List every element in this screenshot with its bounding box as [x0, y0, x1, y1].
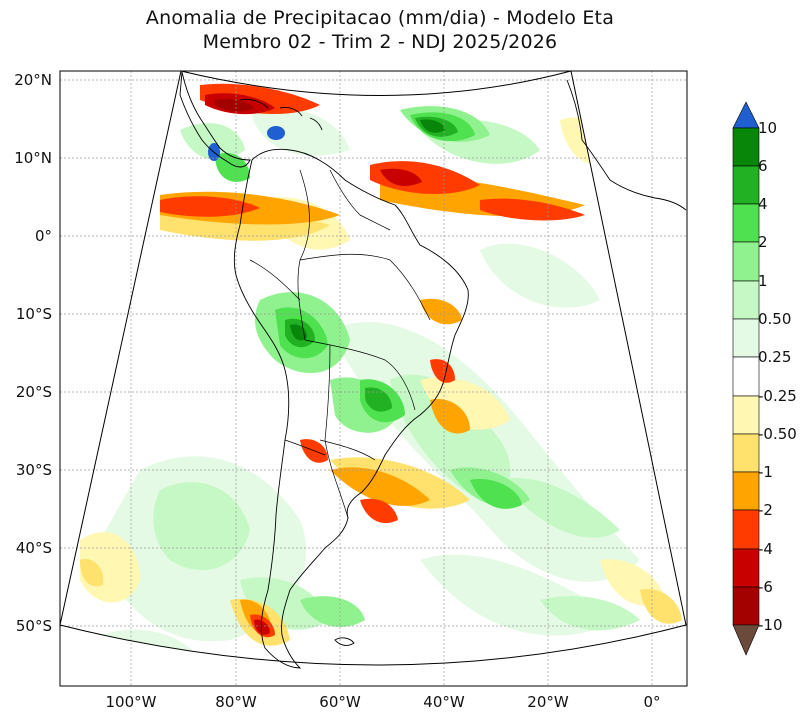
colorbar-tick-m10: -10 [758, 616, 783, 634]
colorbar-tick-m6: -6 [758, 578, 773, 596]
lat-tick-10n: 10°N [14, 149, 52, 167]
colorbar-bin-m1-m050 [732, 433, 760, 473]
colorbar-tick-10: 10 [758, 119, 778, 137]
lat-tick-10s: 10°S [15, 305, 52, 323]
lat-tick-40s: 40°S [15, 539, 52, 557]
south-america-coast [233, 148, 469, 669]
lat-tick-50s: 50°S [15, 617, 52, 635]
caribbean-islands [239, 99, 323, 131]
colorbar-tick-025: 0.25 [758, 348, 792, 366]
lon-tick-60w: 60°W [319, 693, 361, 711]
coastlines [179, 71, 687, 669]
colorbar [732, 101, 760, 656]
title-line-1: Anomalia de Precipitacao (mm/dia) - Mode… [145, 7, 615, 29]
colorbar-bin-2-4 [732, 203, 760, 243]
colorbar-bin-025-050 [732, 318, 760, 358]
lat-tick-20n: 20°N [14, 71, 52, 89]
colorbar-bin-050-1 [732, 280, 760, 320]
colorbar-bin-4-6 [732, 165, 760, 205]
falklands [334, 637, 355, 646]
colorbar-bin-1-2 [732, 241, 760, 282]
africa-coast [566, 79, 687, 211]
domain-outline [59, 70, 687, 666]
colorbar-bin-m4-m2 [732, 509, 760, 550]
colorbar-bin-neutral [732, 356, 760, 397]
colorbar-tick-1: 1 [758, 272, 768, 290]
graticule [60, 71, 687, 686]
country-borders [249, 169, 431, 519]
colorbar-tick-m2: -2 [758, 501, 773, 519]
title-line-2: Membro 02 - Trim 2 - NDJ 2025/2026 [202, 31, 558, 53]
colorbar-bin-m050-m025 [732, 395, 760, 435]
lat-tick-0: 0° [34, 227, 52, 245]
colorbar-tick-m1: -1 [758, 463, 773, 481]
field-m10-m6 [215, 98, 255, 112]
lon-tick-80w: 80°W [215, 693, 257, 711]
colorbar-tick-6: 6 [758, 157, 768, 175]
colorbar-tick-4: 4 [758, 195, 768, 213]
map-frame [59, 70, 688, 687]
lon-tick-0: 0° [643, 693, 661, 711]
colorbar-tick-050: 0.50 [758, 310, 792, 328]
colorbar-tick-2: 2 [758, 233, 768, 251]
central-america-coast [179, 71, 251, 168]
colorbar-bin-m2-m1 [732, 471, 760, 511]
lon-tick-100w: 100°W [105, 693, 157, 711]
colorbar-bin-m6-m4 [732, 548, 760, 588]
colorbar-extend-max [732, 101, 760, 129]
colorbar-bin-6-10 [732, 127, 760, 167]
colorbar-tick-m025: -0.25 [758, 387, 797, 405]
colorbar-tick-m4: -4 [758, 540, 773, 558]
lat-tick-20s: 20°S [15, 383, 52, 401]
colorbar-extend-min [732, 624, 760, 656]
lon-tick-40w: 40°W [423, 693, 465, 711]
colorbar-tick-m050: -0.50 [758, 425, 797, 443]
lon-tick-20w: 20°W [527, 693, 569, 711]
lat-tick-30s: 30°S [15, 461, 52, 479]
colorbar-bin-m10-m6 [732, 586, 760, 626]
